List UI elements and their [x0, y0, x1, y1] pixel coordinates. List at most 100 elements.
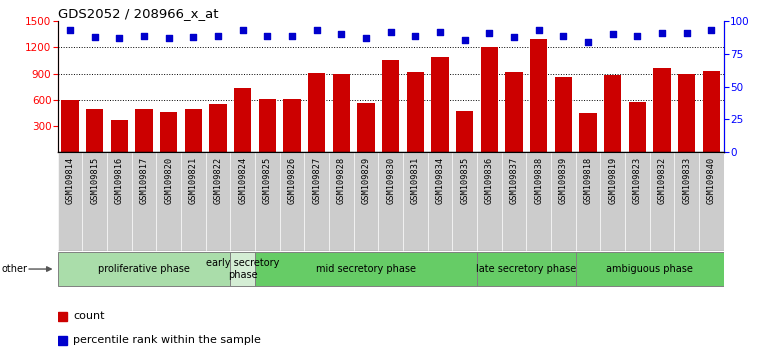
Bar	[378, 152, 403, 251]
Point	[410, 33, 422, 39]
Point	[607, 32, 619, 37]
Point	[138, 33, 150, 39]
Bar	[477, 252, 576, 286]
Bar	[625, 152, 650, 251]
Bar	[480, 47, 498, 152]
Bar	[502, 152, 527, 251]
Bar	[255, 252, 477, 286]
Text: GSM109829: GSM109829	[362, 157, 370, 204]
Text: GSM109823: GSM109823	[633, 157, 642, 204]
Text: GSM109838: GSM109838	[534, 157, 544, 204]
Bar	[58, 152, 82, 251]
Bar	[234, 87, 251, 152]
Bar	[353, 152, 378, 251]
Text: GSM109822: GSM109822	[213, 157, 223, 204]
Text: GSM109840: GSM109840	[707, 157, 716, 204]
Bar	[259, 99, 276, 152]
Bar	[357, 103, 375, 152]
Point	[533, 28, 545, 33]
Point	[89, 34, 101, 40]
Bar	[505, 72, 523, 152]
Text: count: count	[73, 311, 105, 321]
Bar	[160, 113, 177, 152]
Bar	[576, 152, 601, 251]
Point	[384, 29, 397, 35]
Bar	[308, 73, 326, 152]
Point	[459, 37, 471, 42]
Bar	[576, 252, 724, 286]
Text: GSM109832: GSM109832	[658, 157, 667, 204]
Text: GSM109837: GSM109837	[510, 157, 519, 204]
Bar	[555, 77, 572, 152]
Bar	[531, 39, 547, 152]
Point	[681, 30, 693, 36]
Bar	[333, 74, 350, 152]
Bar	[62, 100, 79, 152]
Bar	[428, 152, 453, 251]
Text: GSM109817: GSM109817	[139, 157, 149, 204]
Text: GSM109816: GSM109816	[115, 157, 124, 204]
Text: GSM109828: GSM109828	[337, 157, 346, 204]
Text: GSM109819: GSM109819	[608, 157, 618, 204]
Text: GSM109826: GSM109826	[288, 157, 296, 204]
Bar	[329, 152, 353, 251]
Bar	[185, 109, 202, 152]
Point	[212, 33, 224, 39]
Text: GSM109815: GSM109815	[90, 157, 99, 204]
Bar	[181, 152, 206, 251]
Bar	[604, 75, 621, 152]
Point	[162, 35, 175, 41]
Point	[434, 29, 447, 35]
Text: proliferative phase: proliferative phase	[98, 264, 190, 274]
Point	[508, 34, 521, 40]
Text: GSM109825: GSM109825	[263, 157, 272, 204]
Text: GSM109824: GSM109824	[238, 157, 247, 204]
Bar	[280, 152, 304, 251]
Bar	[209, 104, 226, 152]
Bar	[111, 120, 128, 152]
Bar	[58, 252, 230, 286]
Text: GDS2052 / 208966_x_at: GDS2052 / 208966_x_at	[58, 7, 218, 20]
Point	[310, 28, 323, 33]
Point	[557, 33, 570, 39]
Text: early secretory
phase: early secretory phase	[206, 258, 280, 280]
Text: GSM109835: GSM109835	[460, 157, 469, 204]
Bar	[456, 111, 474, 152]
Bar	[58, 312, 68, 321]
Bar	[255, 152, 280, 251]
Point	[656, 30, 668, 36]
Bar	[156, 152, 181, 251]
Point	[187, 34, 199, 40]
Bar	[230, 252, 255, 286]
Point	[705, 28, 718, 33]
Bar	[230, 152, 255, 251]
Bar	[283, 99, 301, 152]
Bar	[699, 152, 724, 251]
Bar	[527, 152, 551, 251]
Text: ambiguous phase: ambiguous phase	[606, 264, 693, 274]
Point	[484, 30, 496, 36]
Text: GSM109830: GSM109830	[387, 157, 395, 204]
Text: GSM109831: GSM109831	[411, 157, 420, 204]
Text: GSM109818: GSM109818	[584, 157, 593, 204]
Bar	[82, 152, 107, 251]
Bar	[580, 113, 597, 152]
Bar	[477, 152, 502, 251]
Bar	[136, 109, 152, 152]
Text: GSM109836: GSM109836	[485, 157, 494, 204]
Point	[64, 28, 76, 33]
Bar	[107, 152, 132, 251]
Bar	[675, 152, 699, 251]
Point	[236, 28, 249, 33]
Bar	[403, 152, 428, 251]
Point	[335, 32, 347, 37]
Point	[360, 35, 372, 41]
Text: GSM109833: GSM109833	[682, 157, 691, 204]
Bar	[650, 152, 675, 251]
Bar	[132, 152, 156, 251]
Bar	[58, 336, 68, 345]
Text: GSM109839: GSM109839	[559, 157, 568, 204]
Text: GSM109820: GSM109820	[164, 157, 173, 204]
Text: GSM109814: GSM109814	[65, 157, 75, 204]
Text: other: other	[2, 264, 28, 274]
